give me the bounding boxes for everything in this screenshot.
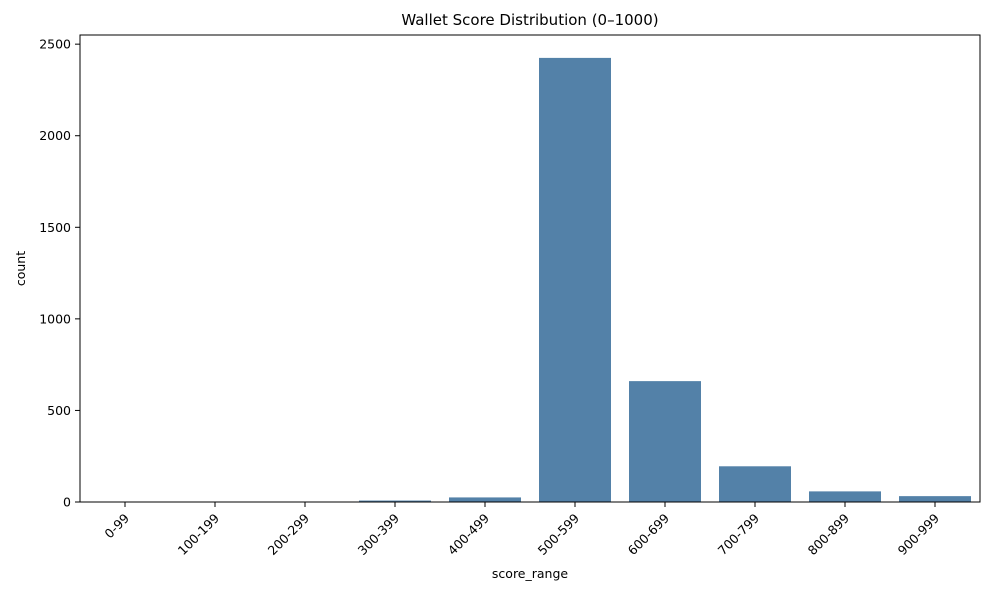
x-tick-label-800-899: 800-899 [805, 510, 853, 558]
x-tick-label-0-99: 0-99 [101, 510, 132, 541]
x-tick-label-400-499: 400-499 [445, 510, 493, 558]
y-tick-label-500: 500 [47, 403, 71, 418]
x-tick-label-500-599: 500-599 [535, 510, 583, 558]
bar-400-499 [449, 497, 521, 502]
bar-600-699 [629, 381, 701, 502]
x-tick-label-200-299: 200-299 [265, 510, 313, 558]
x-axis: 0-99 100-199 200-299 300-399 400-499 500-599 6… [101, 502, 942, 558]
x-tick-label-600-699: 600-699 [625, 510, 673, 558]
y-tick-label-1500: 1500 [39, 220, 71, 235]
y-tick-label-2500: 2500 [39, 37, 71, 52]
chart-title: Wallet Score Distribution (0–1000) [401, 11, 658, 29]
bar-900-999 [899, 496, 971, 502]
plot-frame [79, 34, 981, 503]
bar-800-899 [809, 491, 881, 502]
bars [359, 57, 971, 503]
y-tick-label-2000: 2000 [39, 128, 71, 143]
bar-500-599 [539, 57, 611, 503]
y-tick-label-1000: 1000 [39, 311, 71, 326]
x-axis-label: score_range [492, 566, 568, 581]
y-tick-label-0: 0 [63, 495, 71, 510]
y-axis-label: count [13, 251, 28, 286]
y-axis: 0 500 1000 1500 2000 2500 [39, 37, 80, 510]
bar-300-399 [359, 500, 431, 502]
bar-700-799 [719, 466, 791, 502]
plot-area: 0 500 1000 1500 2000 2500 0-99 100-199 200-299 3… [39, 34, 981, 558]
x-tick-label-100-199: 100-199 [175, 510, 223, 558]
x-tick-label-700-799: 700-799 [715, 510, 763, 558]
x-tick-label-300-399: 300-399 [355, 510, 403, 558]
x-tick-label-900-999: 900-999 [895, 510, 943, 558]
